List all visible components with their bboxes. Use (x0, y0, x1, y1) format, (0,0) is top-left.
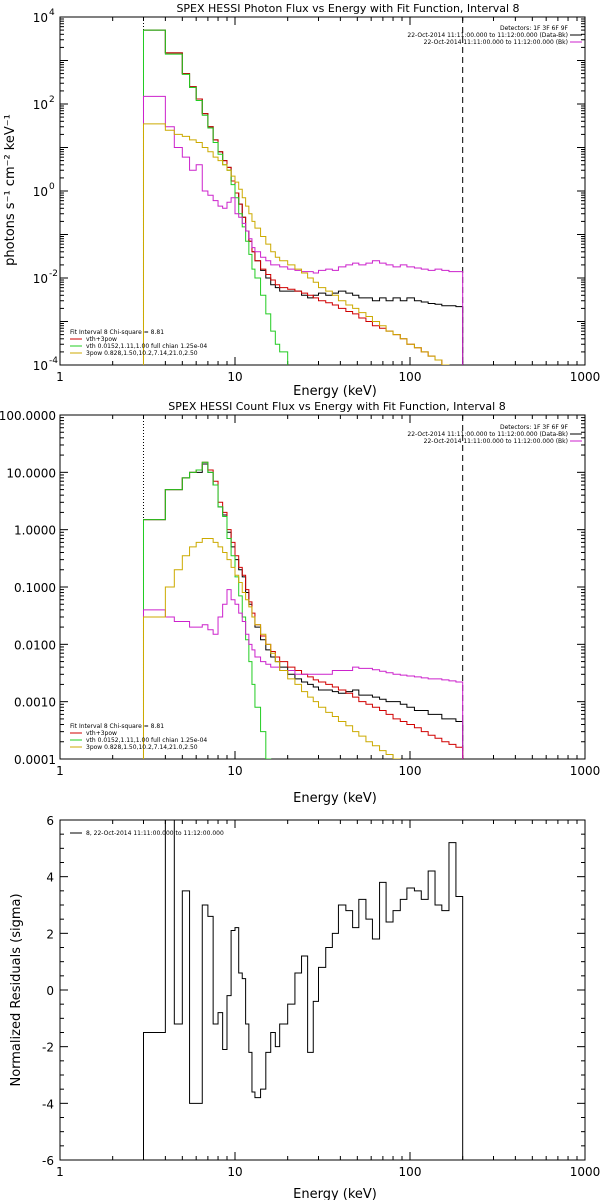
residuals-x-tick-labels: 1 10 100 1000 (56, 1165, 600, 1179)
count-flux-legend-right: Detectors: 1F 3F 6F 9F 22-Oct-2014 11:11… (407, 424, 582, 445)
photon-flux-legend-3pow: 3pow 0.828,1.50,10.2,7.14,21.0,2.50 (86, 350, 198, 357)
x-tick-label: 100 (399, 370, 422, 384)
magenta-spectrum-line (142, 589, 464, 759)
photon-flux-legend-vth: vth 0.0152,1.11,1.00 full chian 1.25e-04 (86, 343, 207, 350)
green-spectrum-line (142, 461, 272, 759)
residuals-panel: -6 -4 -2 0 2 4 6 1 10 100 1000 Energy (keV) Norma… (9, 814, 600, 1200)
green-spectrum-line (142, 29, 289, 365)
photon-flux-legend-right: Detectors: 1F 3F 6F 9F 22-Oct-2014 11:11… (407, 25, 582, 46)
residuals-y-axis-label: Normalized Residuals (sigma) (9, 893, 24, 1086)
y-tick-label: 10 (33, 11, 48, 25)
count-flux-y-tick-labels: 0.0001 0.0010 0.0100 0.1000 1.0000 10.0000 100… (0, 409, 56, 767)
y-tick-label: 0.1000 (14, 581, 56, 595)
x-tick-label: 1 (56, 1165, 64, 1179)
black-spectrum-line (142, 29, 464, 365)
y-tick-label: 10 (33, 272, 48, 286)
photon-flux-series (142, 29, 464, 365)
red-spectrum-line (142, 461, 464, 759)
y-tick-label: 0 (46, 984, 54, 998)
y-tick-label: 10 (33, 359, 48, 373)
residuals-ticks (59, 819, 585, 1161)
y-tick-label: -6 (42, 1154, 54, 1168)
photon-flux-legend-detectors: Detectors: 1F 3F 6F 9F (500, 25, 569, 32)
photon-flux-legend-bk: 22-Oct-2014 11:11:00.000 to 11:12:00.000… (424, 39, 568, 46)
x-tick-label: 100 (399, 1165, 422, 1179)
count-flux-fit-interval-text: Fit Interval 8 Chi-square = 8.81 (70, 723, 164, 730)
photon-flux-legend-left: Fit Interval 8 Chi-square = 8.81 vth+3po… (70, 329, 207, 357)
x-tick-label: 10 (227, 1165, 242, 1179)
count-flux-panel: SPEX HESSI Count Flux vs Energy with Fit… (0, 400, 600, 806)
x-tick-label: 1 (56, 764, 64, 778)
red-spectrum-line (142, 29, 450, 365)
count-flux-legend-detectors: Detectors: 1F 3F 6F 9F (500, 424, 569, 431)
yellow-spectrum-line (142, 123, 450, 365)
photon-flux-x-tick-labels: 1 10 100 1000 (56, 370, 600, 384)
count-flux-x-axis-label: Energy (keV) (293, 791, 377, 806)
y-tick-label: 0.0100 (14, 638, 56, 652)
count-flux-x-tick-labels: 1 10 100 1000 (56, 764, 600, 778)
photon-flux-fit-interval-text: Fit Interval 8 Chi-square = 8.81 (70, 329, 164, 336)
photon-flux-plot-frame (59, 16, 586, 366)
y-tick-exponent: -2 (49, 269, 58, 279)
x-tick-label: 1000 (570, 370, 600, 384)
photon-flux-ticks (59, 17, 585, 366)
y-tick-label: 0.0001 (14, 753, 56, 767)
count-flux-legend-bk: 22-Oct-2014 11:11:00.000 to 11:12:00.000… (424, 438, 568, 445)
y-tick-label: -4 (42, 1097, 54, 1111)
photon-flux-legend-data-bk: 22-Oct-2014 11:11:00.000 to 11:12:00.000… (407, 32, 568, 39)
residuals-plot-frame (59, 819, 586, 1161)
black-spectrum-line (142, 463, 464, 759)
x-tick-label: 10 (227, 764, 242, 778)
y-tick-exponent: -4 (49, 356, 58, 366)
residuals-y-tick-labels: -6 -4 -2 0 2 4 6 (42, 814, 54, 1168)
count-flux-title: SPEX HESSI Count Flux vs Energy with Fit… (168, 400, 505, 413)
magenta-spectrum-line (142, 95, 464, 365)
y-tick-label: 100.0000 (0, 409, 56, 423)
count-flux-legend-3pow: 3pow 0.828,1.50,10.2,7.14,21.0,2.50 (86, 744, 198, 751)
photon-flux-y-axis-label: photons s⁻¹ cm⁻² keV⁻¹ (3, 114, 18, 266)
count-flux-legend-left: Fit Interval 8 Chi-square = 8.81 vth+3po… (70, 723, 207, 751)
residuals-series (142, 820, 464, 1160)
y-tick-label: 6 (46, 814, 54, 828)
y-tick-label: -2 (42, 1041, 54, 1055)
y-tick-label: 1.0000 (14, 524, 56, 538)
x-tick-label: 1000 (570, 1165, 600, 1179)
y-tick-exponent: 0 (49, 182, 55, 192)
residuals-legend-text: 8, 22-Oct-2014 11:11:00.000 to 11:12:00.… (86, 830, 224, 837)
yellow-spectrum-line (142, 538, 401, 759)
y-tick-label: 2 (46, 927, 54, 941)
y-tick-label: 10 (33, 185, 48, 199)
y-tick-label: 0.0010 (14, 696, 56, 710)
count-flux-legend-vth3pow: vth+3pow (86, 730, 117, 737)
y-tick-exponent: 2 (49, 95, 55, 105)
residuals-x-axis-label: Energy (keV) (293, 1187, 377, 1200)
count-flux-series (142, 461, 464, 759)
x-tick-label: 10 (227, 370, 242, 384)
photon-flux-panel: SPEX HESSI Photon Flux vs Energy with Fi… (3, 2, 600, 399)
count-flux-legend-data-bk: 22-Oct-2014 11:11:00.000 to 11:12:00.000… (407, 431, 568, 438)
y-tick-exponent: 4 (49, 8, 55, 18)
y-tick-label: 10.0000 (6, 466, 56, 480)
photon-flux-x-axis-label: Energy (keV) (293, 384, 377, 399)
black-spectrum-line (142, 820, 464, 1160)
y-tick-label: 4 (46, 871, 54, 885)
photon-flux-title: SPEX HESSI Photon Flux vs Energy with Fi… (176, 2, 519, 15)
x-tick-label: 1000 (570, 764, 600, 778)
count-flux-legend-vth: vth 0.0152,1.11,1.00 full chian 1.25e-04 (86, 737, 207, 744)
y-tick-label: 10 (33, 98, 48, 112)
x-tick-label: 100 (399, 764, 422, 778)
photon-flux-legend-vth3pow: vth+3pow (86, 336, 117, 343)
x-tick-label: 1 (56, 370, 64, 384)
